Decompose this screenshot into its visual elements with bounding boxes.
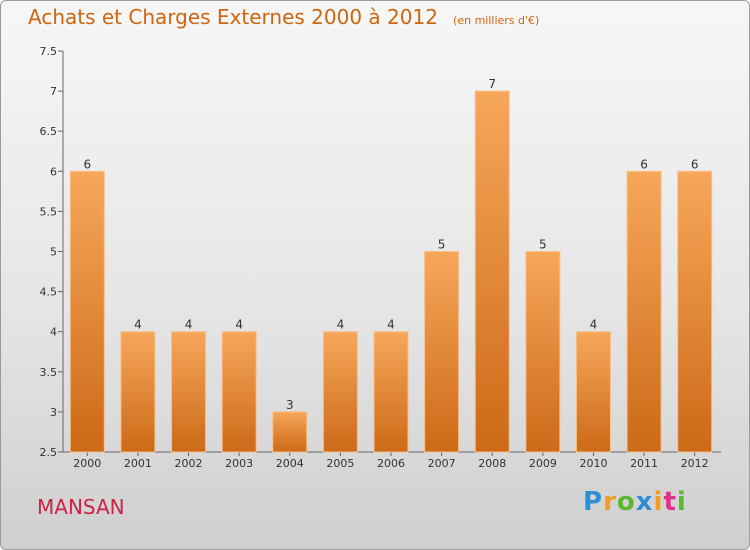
bar-2011 xyxy=(626,170,662,453)
value-label-2004: 3 xyxy=(286,398,294,412)
x-tick-label-2005: 2005 xyxy=(326,457,354,470)
x-tick-label-2008: 2008 xyxy=(478,457,506,470)
value-label-2003: 4 xyxy=(235,318,243,332)
x-tick-label-2011: 2011 xyxy=(630,457,658,470)
logo-letter: t xyxy=(663,487,677,517)
value-label-2007: 5 xyxy=(438,238,446,252)
logo-letter: r xyxy=(603,487,617,517)
x-tick-label-2001: 2001 xyxy=(124,457,152,470)
y-tick-label: 6.5 xyxy=(40,125,58,138)
y-tick-label: 2.5 xyxy=(40,446,58,459)
x-tick-label-2002: 2002 xyxy=(175,457,203,470)
x-tick-label-2009: 2009 xyxy=(529,457,557,470)
chart-unit: (en milliers d'€) xyxy=(453,14,540,27)
bar-2000 xyxy=(69,170,105,453)
x-tick-label-2003: 2003 xyxy=(225,457,253,470)
axes: 2.5 3 3.5 4 4.5 5 5.5 6 6.5 7 7.5 2000 2001 2002 2003 2… xyxy=(40,45,721,470)
bar-2006 xyxy=(373,331,409,453)
value-label-2012: 6 xyxy=(691,157,699,171)
y-tick-label: 5 xyxy=(50,246,57,259)
x-tick-label-2000: 2000 xyxy=(73,457,101,470)
bar-2003 xyxy=(221,331,257,453)
value-label-2000: 6 xyxy=(83,157,91,171)
value-label-2008: 7 xyxy=(488,77,496,91)
value-label-2005: 4 xyxy=(337,318,345,332)
x-tick-label-2007: 2007 xyxy=(428,457,456,470)
y-tick-label: 6 xyxy=(50,165,57,178)
y-tick-label: 7 xyxy=(50,85,57,98)
bar-2008 xyxy=(474,90,510,453)
title-row: Achats et Charges Externes 2000 à 2012 (… xyxy=(28,5,539,29)
y-tick-label: 5.5 xyxy=(40,205,58,218)
value-label-2001: 4 xyxy=(134,318,142,332)
bar-2010 xyxy=(575,331,611,453)
bar-2001 xyxy=(120,331,156,453)
logo-letter: i xyxy=(653,487,664,517)
y-tick-label: 3.5 xyxy=(40,366,58,379)
logo-letter: i xyxy=(676,487,687,517)
logo-letter: x xyxy=(635,487,654,517)
value-label-2006: 4 xyxy=(387,318,395,332)
value-label-2010: 4 xyxy=(590,318,598,332)
y-tick-label: 4 xyxy=(50,326,57,339)
value-label-2002: 4 xyxy=(185,318,193,332)
value-label-2011: 6 xyxy=(640,157,648,171)
y-tick-label: 3 xyxy=(50,406,57,419)
y-tick-label: 4.5 xyxy=(40,286,58,299)
x-tick-label-2010: 2010 xyxy=(579,457,607,470)
y-tick-label: 7.5 xyxy=(40,45,58,58)
bar-2005 xyxy=(322,331,358,453)
logo-letter: P xyxy=(583,487,604,517)
x-tick-label-2012: 2012 xyxy=(681,457,709,470)
bar-2004 xyxy=(272,411,308,453)
proxiti-logo[interactable]: Proxiti xyxy=(583,487,687,517)
bar-2009 xyxy=(525,251,561,453)
chart-title: Achats et Charges Externes 2000 à 2012 xyxy=(28,5,438,29)
bar-2007 xyxy=(424,251,460,453)
bar-2012 xyxy=(677,170,713,453)
logo-letter: o xyxy=(616,487,636,517)
x-tick-label-2004: 2004 xyxy=(276,457,304,470)
x-tick-label-2006: 2006 xyxy=(377,457,405,470)
value-label-2009: 5 xyxy=(539,238,547,252)
bar-2002 xyxy=(171,331,207,453)
bars: 6 4 4 4 3 4 4 5 7 5 4 6 6 xyxy=(69,77,713,453)
commune-name: MANSAN xyxy=(37,495,125,519)
